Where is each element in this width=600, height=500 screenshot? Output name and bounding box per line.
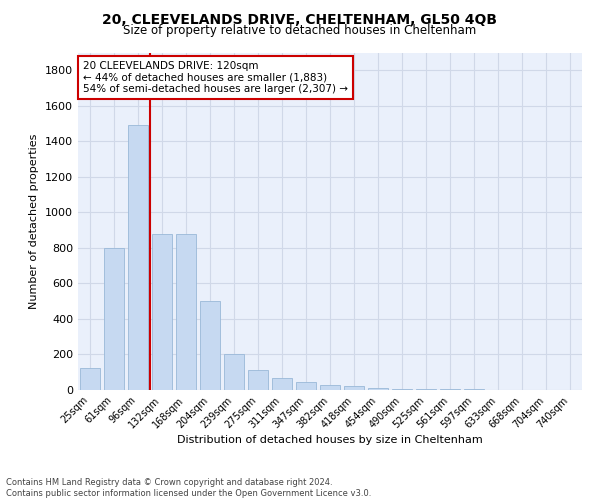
Text: Size of property relative to detached houses in Cheltenham: Size of property relative to detached ho… xyxy=(124,24,476,37)
Bar xyxy=(464,389,484,390)
Text: 20, CLEEVELANDS DRIVE, CHELTENHAM, GL50 4QB: 20, CLEEVELANDS DRIVE, CHELTENHAM, GL50 … xyxy=(103,12,497,26)
Bar xyxy=(176,234,196,390)
Bar xyxy=(344,386,364,390)
Bar xyxy=(296,382,316,390)
Bar xyxy=(440,389,460,390)
Bar xyxy=(272,378,292,390)
Bar xyxy=(104,248,124,390)
Bar xyxy=(368,388,388,390)
X-axis label: Distribution of detached houses by size in Cheltenham: Distribution of detached houses by size … xyxy=(177,436,483,446)
Bar xyxy=(128,126,148,390)
Bar xyxy=(80,368,100,390)
Text: Contains HM Land Registry data © Crown copyright and database right 2024.
Contai: Contains HM Land Registry data © Crown c… xyxy=(6,478,371,498)
Bar xyxy=(416,389,436,390)
Bar xyxy=(224,354,244,390)
Bar xyxy=(152,234,172,390)
Bar xyxy=(200,301,220,390)
Bar xyxy=(248,370,268,390)
Text: 20 CLEEVELANDS DRIVE: 120sqm
← 44% of detached houses are smaller (1,883)
54% of: 20 CLEEVELANDS DRIVE: 120sqm ← 44% of de… xyxy=(83,61,348,94)
Bar xyxy=(320,384,340,390)
Bar xyxy=(392,389,412,390)
Y-axis label: Number of detached properties: Number of detached properties xyxy=(29,134,40,309)
